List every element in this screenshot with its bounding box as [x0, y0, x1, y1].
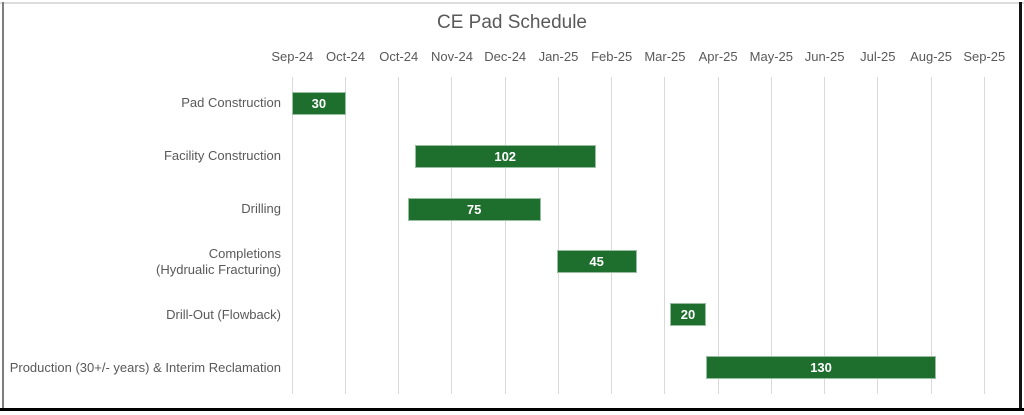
bar-value-label: 45: [589, 254, 604, 270]
x-axis-tick-label: Aug-25: [910, 49, 952, 64]
category-label: Completions (Hydrualic Fracturing): [156, 245, 281, 277]
x-axis-tick-label: Apr-25: [698, 49, 738, 64]
chart-border-bottom: [0, 408, 1024, 411]
category-label: Drill-Out (Flowback): [166, 306, 281, 322]
chart-title: CE Pad Schedule: [437, 12, 587, 33]
x-axis-tick-label: Mar-25: [644, 49, 686, 64]
gridline: [451, 77, 453, 394]
gridline: [291, 77, 293, 394]
bar-value-label: 30: [311, 95, 327, 111]
gridline: [398, 77, 400, 394]
x-axis-tick-label: Jan-25: [538, 49, 579, 64]
gantt-bar: 45: [556, 250, 637, 274]
category-label: Drilling: [241, 201, 281, 217]
gridline: [504, 77, 506, 394]
gridline: [930, 77, 932, 394]
x-axis-tick-label: Oct-24: [379, 49, 419, 64]
gridline: [611, 77, 613, 394]
gridline: [557, 77, 559, 394]
x-axis-tick-label: Oct-24: [326, 49, 366, 64]
gridline: [717, 77, 719, 394]
gridline: [877, 77, 879, 394]
x-axis-tick-label: Nov-24: [431, 49, 473, 64]
gridline: [345, 77, 347, 394]
bar-value-label: 20: [680, 307, 696, 323]
x-axis-tick-label: Jul-25: [860, 49, 896, 64]
bar-value-label: 130: [810, 360, 832, 376]
chart-border-top: [0, 2, 1024, 4]
x-axis-tick-label: Dec-24: [484, 49, 527, 64]
chart-border-left: [2, 2, 4, 411]
gridline: [824, 77, 826, 394]
gantt-bar: 130: [705, 356, 937, 380]
x-axis-tick-label: Sep-24: [271, 49, 314, 64]
gridline: [664, 77, 666, 394]
gantt-bar: 75: [407, 197, 541, 221]
gantt-bar: 20: [670, 303, 706, 327]
category-label: Facility Construction: [163, 148, 281, 164]
x-axis-tick-label: Jun-25: [804, 49, 845, 64]
gantt-bar: 30: [292, 91, 346, 115]
x-axis-tick-label: Sep-25: [963, 49, 1006, 64]
x-axis-tick-label: Feb-25: [591, 49, 633, 64]
bar-value-label: 75: [466, 201, 482, 217]
category-label: Production (30+/- years) & Interim Recla…: [9, 359, 281, 375]
bar-value-label: 102: [494, 148, 517, 164]
gantt-bar: 102: [414, 144, 596, 168]
x-axis-tick-label: May-25: [749, 49, 794, 64]
category-label: Pad Construction: [181, 95, 281, 111]
gridline: [983, 77, 985, 394]
gridline: [770, 77, 772, 394]
chart-border-right: [1019, 2, 1022, 411]
